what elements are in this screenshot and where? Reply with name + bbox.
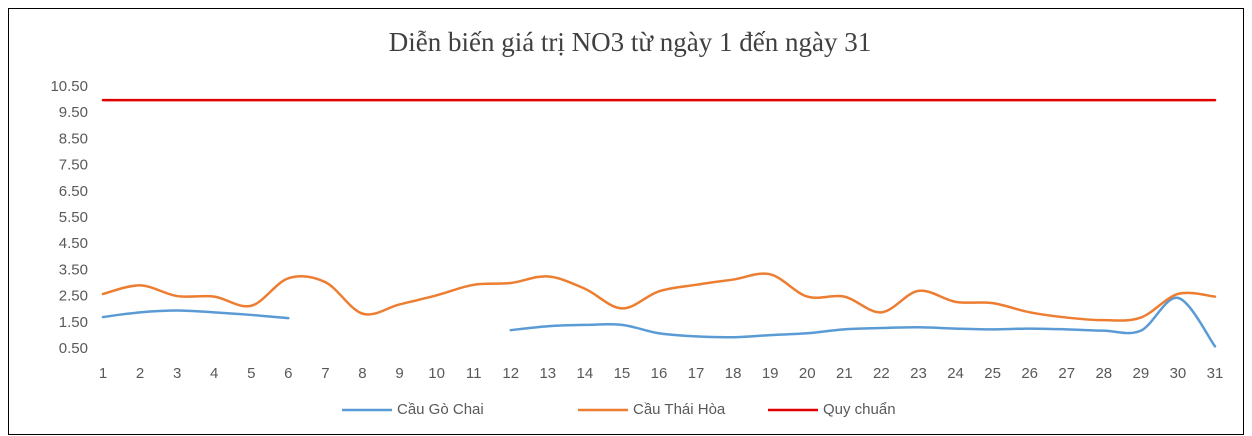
x-tick-label: 19: [762, 365, 779, 382]
legend-label: Cầu Thái Hòa: [633, 401, 726, 418]
x-tick-label: 26: [1021, 365, 1038, 382]
x-tick-label: 3: [173, 365, 181, 382]
x-tick-label: 2: [136, 365, 144, 382]
series-line: [101, 272, 1217, 322]
y-tick-label: 8.50: [59, 130, 88, 147]
series-line: [101, 309, 290, 320]
x-tick-label: 10: [428, 365, 445, 382]
x-tick-label: 7: [321, 365, 329, 382]
x-tick-label: 4: [210, 365, 218, 382]
x-tick-label: 24: [947, 365, 964, 382]
legend-label: Quy chuẩn: [823, 401, 896, 418]
y-tick-label: 2.50: [59, 288, 88, 305]
x-tick-label: 27: [1058, 365, 1075, 382]
x-tick-label: 28: [1095, 365, 1112, 382]
x-tick-label: 9: [395, 365, 403, 382]
x-tick-label: 20: [799, 365, 816, 382]
x-tick-label: 29: [1133, 365, 1150, 382]
series-line: [509, 296, 1217, 348]
x-tick-label: 5: [247, 365, 255, 382]
x-tick-label: 8: [358, 365, 366, 382]
chart-frame: [8, 8, 1244, 435]
x-tick-label: 11: [466, 365, 482, 382]
x-tick-label: 30: [1170, 365, 1187, 382]
y-tick-label: 9.50: [59, 104, 88, 121]
legend-label: Cầu Gò Chai: [397, 401, 484, 418]
x-tick-label: 16: [651, 365, 668, 382]
chart-title: Diễn biến giá trị NO3 từ ngày 1 đến ngày…: [389, 27, 872, 57]
y-tick-label: 1.50: [59, 314, 88, 331]
y-tick-label: 4.50: [59, 235, 88, 252]
x-tick-label: 18: [725, 365, 742, 382]
y-tick-label: 3.50: [59, 261, 88, 278]
y-tick-label: 10.50: [50, 78, 88, 95]
x-tick-label: 21: [836, 365, 853, 382]
x-tick-label: 15: [614, 365, 631, 382]
x-tick-label: 6: [284, 365, 292, 382]
x-tick-label: 1: [99, 365, 107, 382]
y-tick-label: 0.50: [59, 340, 88, 357]
y-tick-label: 7.50: [59, 157, 88, 174]
x-tick-label: 12: [502, 365, 519, 382]
x-tick-label: 22: [873, 365, 890, 382]
x-tick-label: 14: [577, 365, 594, 382]
x-tick-label: 23: [910, 365, 927, 382]
x-tick-label: 13: [539, 365, 556, 382]
x-tick-label: 17: [688, 365, 705, 382]
y-tick-label: 5.50: [59, 209, 88, 226]
y-tick-label: 6.50: [59, 183, 88, 200]
x-tick-label: 31: [1207, 365, 1224, 382]
x-tick-label: 25: [984, 365, 1001, 382]
